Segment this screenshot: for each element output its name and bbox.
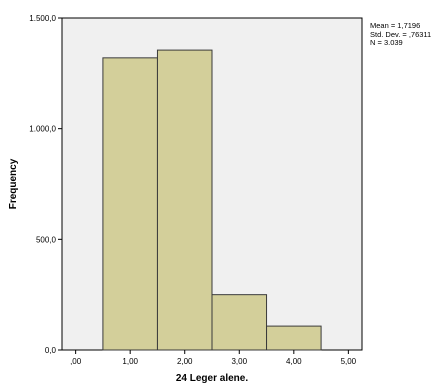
histogram-bar-1 xyxy=(102,57,158,351)
stat-n: N = 3.039 xyxy=(370,38,403,47)
y-tick-label: 1.000,0 xyxy=(29,125,56,134)
x-tick-label: 1,00 xyxy=(122,357,138,366)
histogram-bar-4 xyxy=(266,325,322,351)
x-tick-label: ,00 xyxy=(70,357,82,366)
stat-std-dev: Std. Dev. = ,76311 xyxy=(370,29,432,39)
y-tick-label: 1.500,0 xyxy=(29,14,56,23)
statistics-box: Mean = 1,7196 Std. Dev. = ,76311 N = 3.0… xyxy=(370,21,432,48)
y-axis-title: Frequency xyxy=(8,158,19,209)
bars-group xyxy=(102,49,322,351)
histogram-bar-3 xyxy=(211,294,268,351)
histogram-bar-2 xyxy=(156,49,213,351)
x-axis-title: 24 Leger alene. xyxy=(176,373,248,384)
x-tick-label: 5,00 xyxy=(341,357,357,366)
x-tick-label: 4,00 xyxy=(286,357,302,366)
x-tick-label: 2,00 xyxy=(177,357,193,366)
x-tick-label: 3,00 xyxy=(231,357,247,366)
stat-mean: Mean = 1,7196 xyxy=(370,21,421,30)
y-tick-label: 0,0 xyxy=(45,346,57,355)
x-axis-ticks: ,00 1,00 2,00 3,00 4,00 5,00 xyxy=(70,350,357,366)
y-tick-label: 500,0 xyxy=(36,235,57,244)
y-axis-ticks: 0,0 500,0 1.000,0 1.500,0 xyxy=(29,14,62,355)
